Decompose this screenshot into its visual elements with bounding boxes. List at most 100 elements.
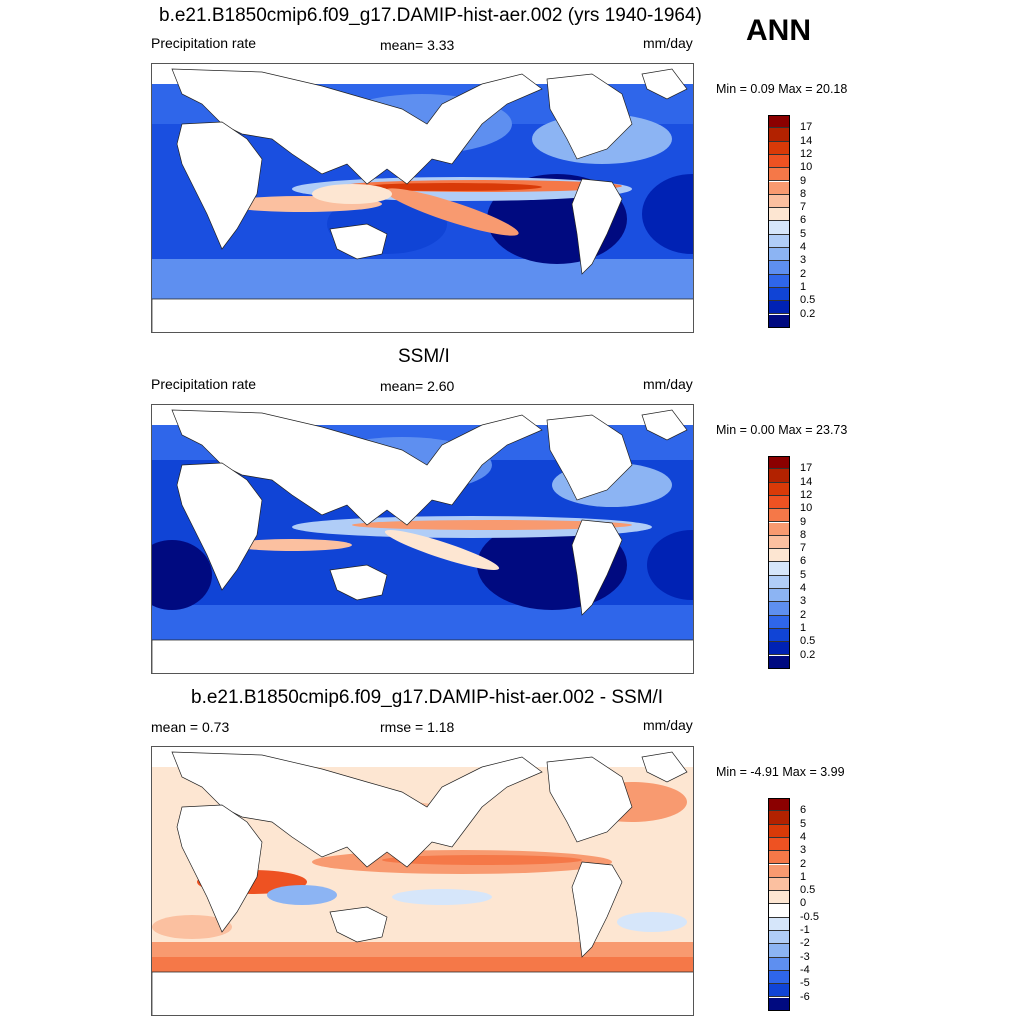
colorbar-swatch bbox=[768, 181, 790, 195]
colorbar-tick-label: 3 bbox=[800, 595, 807, 608]
panel-2-mean: mean= 2.60 bbox=[380, 378, 455, 394]
colorbar-swatch bbox=[768, 482, 790, 496]
colorbar-swatch bbox=[768, 274, 790, 288]
colorbar-tick-label: -0.5 bbox=[800, 910, 819, 923]
colorbar-tick-label: -4 bbox=[800, 963, 810, 976]
colorbar-tick-label: 3 bbox=[800, 844, 807, 857]
season-label: ANN bbox=[746, 14, 811, 47]
colorbar-tick-label: 4 bbox=[800, 241, 807, 253]
colorbar-swatch bbox=[768, 261, 790, 275]
panel-1-units: mm/day bbox=[643, 35, 693, 51]
colorbar-tick-label: 5 bbox=[800, 817, 807, 830]
colorbar-swatch bbox=[768, 931, 790, 945]
colorbar-tick-label: 14 bbox=[800, 134, 813, 147]
colorbar-swatch bbox=[768, 168, 790, 182]
colorbar-tick-label: 1 bbox=[800, 621, 807, 634]
colorbar-swatch bbox=[768, 957, 790, 971]
colorbar-tick-label: 1 bbox=[800, 280, 807, 293]
panel-2-minmax: Min = 0.00 Max = 23.73 bbox=[716, 423, 848, 437]
panel-1-map bbox=[151, 63, 694, 333]
colorbar-swatch bbox=[768, 456, 790, 470]
colorbar-swatch bbox=[768, 509, 790, 523]
colorbar-swatch bbox=[768, 642, 790, 656]
colorbar-tick-label: 10 bbox=[800, 502, 813, 515]
colorbar-swatch bbox=[768, 221, 790, 235]
colorbar-swatch bbox=[768, 301, 790, 315]
colorbar-tick-label: 5 bbox=[800, 227, 807, 240]
colorbar-swatch bbox=[768, 628, 790, 643]
colorbar-tick-label: 9 bbox=[800, 515, 807, 528]
colorbar-tick-label: 2 bbox=[800, 857, 807, 870]
colorbar-swatch bbox=[768, 208, 790, 222]
panel-3-minmax: Min = -4.91 Max = 3.99 bbox=[716, 765, 845, 779]
colorbar-swatch bbox=[768, 798, 790, 812]
panel-3-title: b.e21.B1850cmip6.f09_g17.DAMIP-hist-aer.… bbox=[191, 687, 664, 708]
colorbar-tick-label: 12 bbox=[800, 488, 813, 501]
colorbar-tick-label: 17 bbox=[800, 121, 813, 134]
panel-1-title: b.e21.B1850cmip6.f09_g17.DAMIP-hist-aer.… bbox=[159, 5, 702, 26]
colorbar-swatch bbox=[768, 287, 790, 302]
colorbar-swatch bbox=[768, 495, 790, 510]
colorbar-swatch bbox=[768, 851, 790, 865]
colorbar-tick-label: 4 bbox=[800, 830, 807, 843]
colorbar-tick-label: 8 bbox=[800, 187, 807, 200]
colorbar-tick-label: 14 bbox=[800, 475, 813, 488]
panel-1-minmax: Min = 0.09 Max = 20.18 bbox=[716, 82, 848, 96]
colorbar-swatch bbox=[768, 891, 790, 905]
panel-2-units: mm/day bbox=[643, 376, 693, 392]
colorbar-swatch bbox=[768, 575, 790, 589]
panel-2-map bbox=[151, 404, 694, 674]
panel-1-variable: Precipitation rate bbox=[151, 35, 257, 51]
colorbar-swatch bbox=[768, 128, 790, 142]
colorbar-swatch bbox=[768, 234, 790, 248]
colorbar-tick-label: 0 bbox=[800, 897, 807, 910]
colorbar-swatch bbox=[768, 837, 790, 852]
colorbar-swatch bbox=[768, 917, 790, 931]
colorbar-swatch bbox=[768, 864, 790, 878]
colorbar-swatch bbox=[768, 115, 790, 129]
colorbar-swatch bbox=[768, 141, 790, 155]
colorbar-swatch bbox=[768, 589, 790, 603]
colorbar-tick-label: 0.5 bbox=[800, 884, 816, 897]
colorbar-tick-label: 7 bbox=[800, 542, 807, 555]
colorbar-tick-label: 10 bbox=[800, 161, 813, 174]
colorbar-tick-label: -3 bbox=[800, 950, 810, 963]
colorbar-tick-label: -5 bbox=[800, 977, 810, 990]
colorbar-swatch bbox=[768, 535, 790, 550]
colorbar-tick-label: -2 bbox=[800, 937, 810, 950]
colorbar-frame bbox=[768, 456, 790, 669]
colorbar-swatch bbox=[768, 522, 790, 536]
colorbar-swatch bbox=[768, 469, 790, 483]
colorbar-tick-label: 8 bbox=[800, 528, 807, 541]
colorbar-tick-label: 1 bbox=[800, 870, 807, 883]
panel-3-units: mm/day bbox=[643, 717, 693, 733]
colorbar-tick-label: 2 bbox=[800, 608, 807, 621]
panel-3-mean: mean = 0.73 bbox=[151, 719, 230, 735]
colorbar-swatch bbox=[768, 562, 790, 576]
colorbar-swatch bbox=[768, 970, 790, 985]
colorbar-swatch bbox=[768, 154, 790, 169]
panel-2-title: SSM/I bbox=[398, 346, 450, 367]
colorbar-tick-label: 6 bbox=[800, 555, 807, 568]
colorbar-tick-label: 6 bbox=[800, 804, 807, 817]
colorbar-tick-label: 2 bbox=[800, 267, 807, 280]
colorbar-swatch bbox=[768, 811, 790, 825]
colorbar-tick-label: 0.2 bbox=[800, 307, 816, 320]
colorbar-tick-label: 17 bbox=[800, 462, 813, 475]
colorbar-swatch bbox=[768, 944, 790, 958]
colorbar-tick-label: -6 bbox=[800, 990, 810, 1003]
colorbar-swatch bbox=[768, 984, 790, 998]
colorbar-tick-label: 5 bbox=[800, 568, 807, 581]
panel-1-mean: mean= 3.33 bbox=[380, 37, 455, 53]
colorbar-swatch bbox=[768, 904, 790, 918]
colorbar-tick-label: 6 bbox=[800, 214, 807, 227]
colorbar-swatch bbox=[768, 248, 790, 262]
colorbar-frame bbox=[768, 798, 790, 1011]
colorbar-tick-label: -1 bbox=[800, 924, 810, 936]
colorbar-tick-label: 7 bbox=[800, 201, 807, 214]
panel-2-variable: Precipitation rate bbox=[151, 376, 257, 392]
colorbar-swatch bbox=[768, 877, 790, 892]
colorbar-tick-label: 0.5 bbox=[800, 635, 816, 648]
colorbar-tick-label: 12 bbox=[800, 147, 813, 160]
colorbar-tick-label: 0.2 bbox=[800, 648, 816, 661]
